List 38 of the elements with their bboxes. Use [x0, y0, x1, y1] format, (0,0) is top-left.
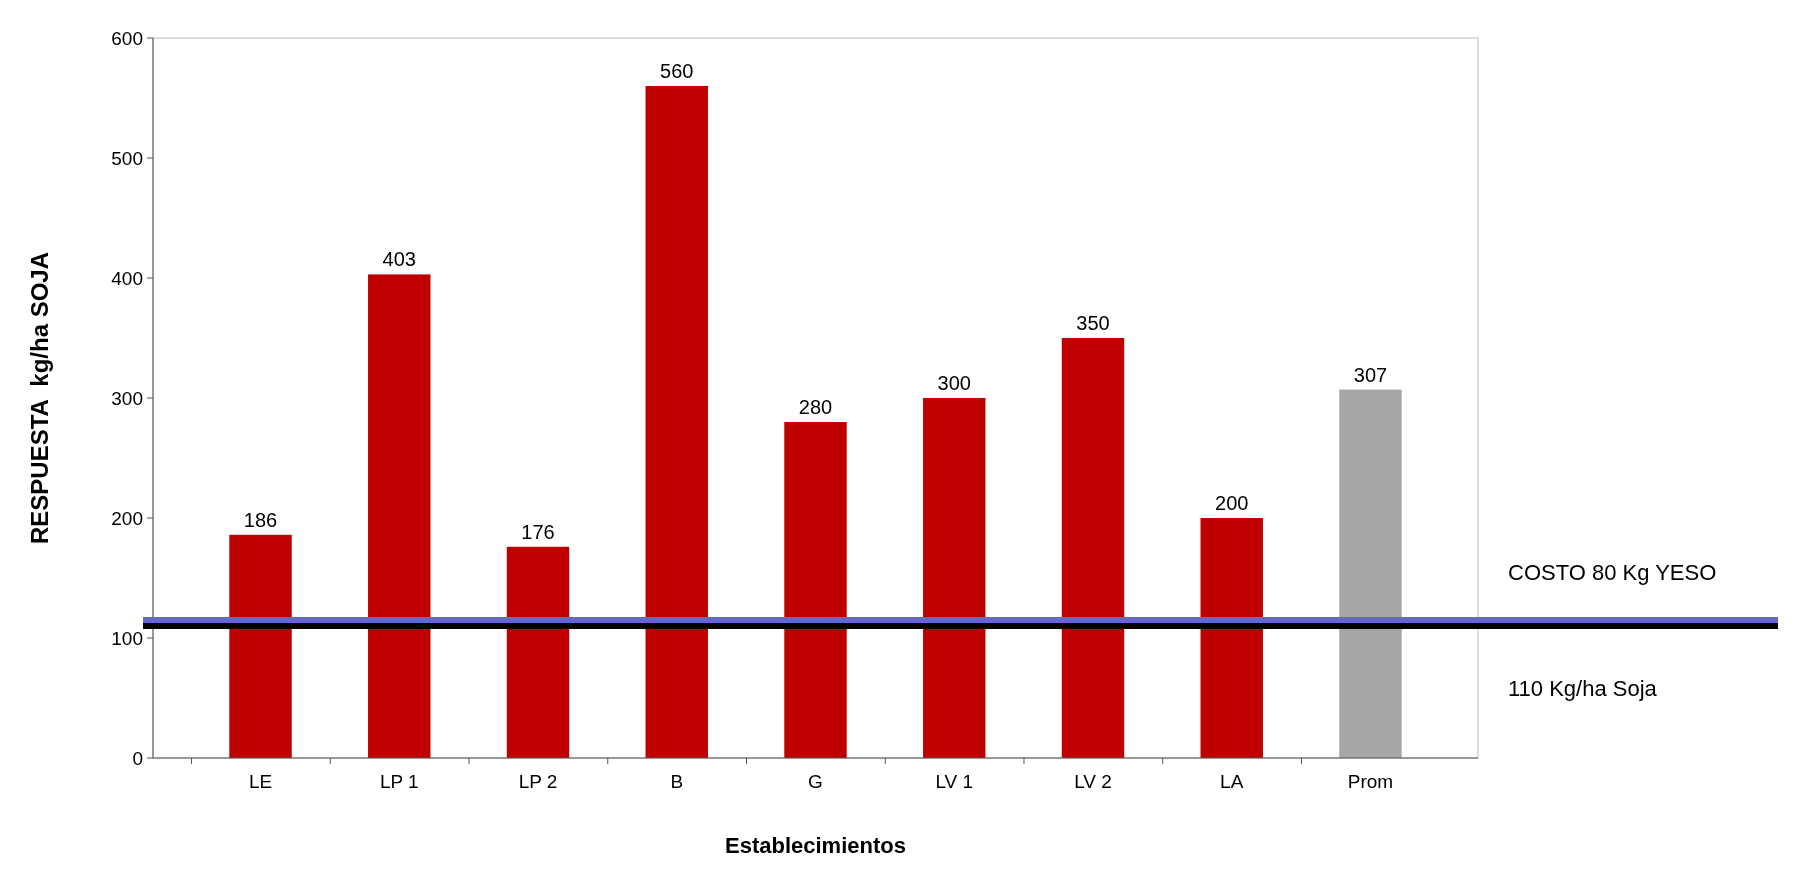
- data-label: 560: [660, 60, 694, 82]
- y-tick-label: 500: [111, 147, 143, 169]
- y-tick-label: 600: [111, 27, 143, 49]
- x-tick-label: Prom: [1347, 771, 1394, 792]
- y-tick-label: 300: [111, 387, 143, 409]
- x-tick-label: LP 2: [518, 771, 558, 792]
- data-label: 186: [243, 508, 278, 531]
- bar: [923, 398, 986, 758]
- data-label: 200: [1215, 492, 1249, 514]
- data-label: 300: [937, 372, 971, 394]
- data-label: 350: [1076, 312, 1110, 334]
- y-tick-label: 200: [111, 507, 143, 529]
- bar: [1061, 338, 1125, 758]
- ref-line-label: COSTO 80 Kg YESO: [1508, 560, 1717, 585]
- x-axis-title: Establecimientos: [725, 833, 906, 858]
- bar: [368, 274, 431, 758]
- ref-line-label: 110 Kg/ha Soja: [1508, 676, 1658, 701]
- x-tick-label: LV 2: [1074, 771, 1112, 792]
- bar: [229, 534, 292, 758]
- x-tick-label: LE: [248, 771, 273, 792]
- data-label: 403: [382, 248, 416, 271]
- bar: [645, 86, 708, 758]
- y-tick-label: 400: [111, 267, 143, 289]
- y-tick-label: 100: [111, 627, 143, 649]
- x-tick-label: LV 1: [935, 771, 974, 792]
- bar: [784, 422, 847, 758]
- bar: [1339, 389, 1402, 758]
- x-tick-label: B: [670, 771, 684, 792]
- bar: [506, 546, 570, 758]
- y-tick-label: 0: [132, 747, 143, 769]
- data-label: 280: [798, 396, 833, 418]
- bar: [1200, 518, 1263, 758]
- data-label: 307: [1353, 363, 1388, 386]
- x-tick-label: LA: [1220, 771, 1244, 792]
- x-tick-label: G: [808, 771, 823, 792]
- x-tick-label: LP 1: [379, 771, 419, 792]
- y-axis-title: RESPUESTA kg/ha SOJA: [26, 251, 53, 545]
- data-label: 176: [521, 520, 555, 543]
